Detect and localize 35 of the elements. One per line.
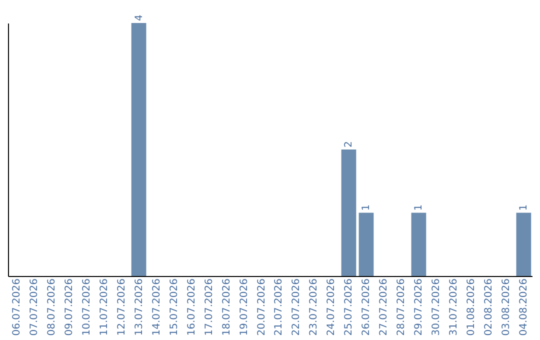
x-tick-label: 25.07.2026 <box>344 278 355 336</box>
x-tick-label: 16.07.2026 <box>186 278 198 336</box>
data-label: 1 <box>361 204 372 211</box>
data-label: 1 <box>518 204 530 211</box>
x-tick-label: 06.07.2026 <box>11 278 22 336</box>
x-tick-label: 22.07.2026 <box>291 278 302 336</box>
x-tick-label: 11.07.2026 <box>98 278 110 336</box>
x-tick-label: 19.07.2026 <box>238 278 250 336</box>
x-tick-label: 14.07.2026 <box>151 278 162 336</box>
x-tick-label: 21.07.2026 <box>274 278 285 336</box>
x-tick-label: 28.07.2026 <box>396 278 408 336</box>
x-tick-label: 10.07.2026 <box>81 278 92 336</box>
x-tick-label: 18.07.2026 <box>221 278 232 336</box>
data-label: 1 <box>414 204 425 211</box>
x-tick-label: 27.07.2026 <box>378 278 390 336</box>
x-tick-label: 12.07.2026 <box>116 278 128 336</box>
x-tick-label: 20.07.2026 <box>256 278 268 336</box>
data-label: 4 <box>134 14 145 21</box>
data-label: 2 <box>344 141 355 148</box>
x-tick-label: 30.07.2026 <box>431 278 442 336</box>
x-tick-label: 17.07.2026 <box>204 278 215 336</box>
x-tick-label: 26.07.2026 <box>361 278 372 336</box>
x-tick-label: 09.07.2026 <box>64 278 75 336</box>
x-tick-label: 29.07.2026 <box>414 278 425 336</box>
x-tick-label: 02.08.2026 <box>484 278 495 336</box>
x-tick-label: 31.07.2026 <box>448 278 460 336</box>
x-tick-label: 15.07.2026 <box>168 278 180 336</box>
x-tick-label: 07.07.2026 <box>28 278 40 336</box>
x-tick-label: 13.07.2026 <box>134 278 145 336</box>
x-tick-label: 01.08.2026 <box>466 278 478 336</box>
x-tick-label: 24.07.2026 <box>326 278 338 336</box>
x-tick-label: 08.07.2026 <box>46 278 58 336</box>
x-tick-label: 04.08.2026 <box>518 278 530 336</box>
x-tick-label: 23.07.2026 <box>308 278 320 336</box>
x-tick-label: 03.08.2026 <box>501 278 512 336</box>
